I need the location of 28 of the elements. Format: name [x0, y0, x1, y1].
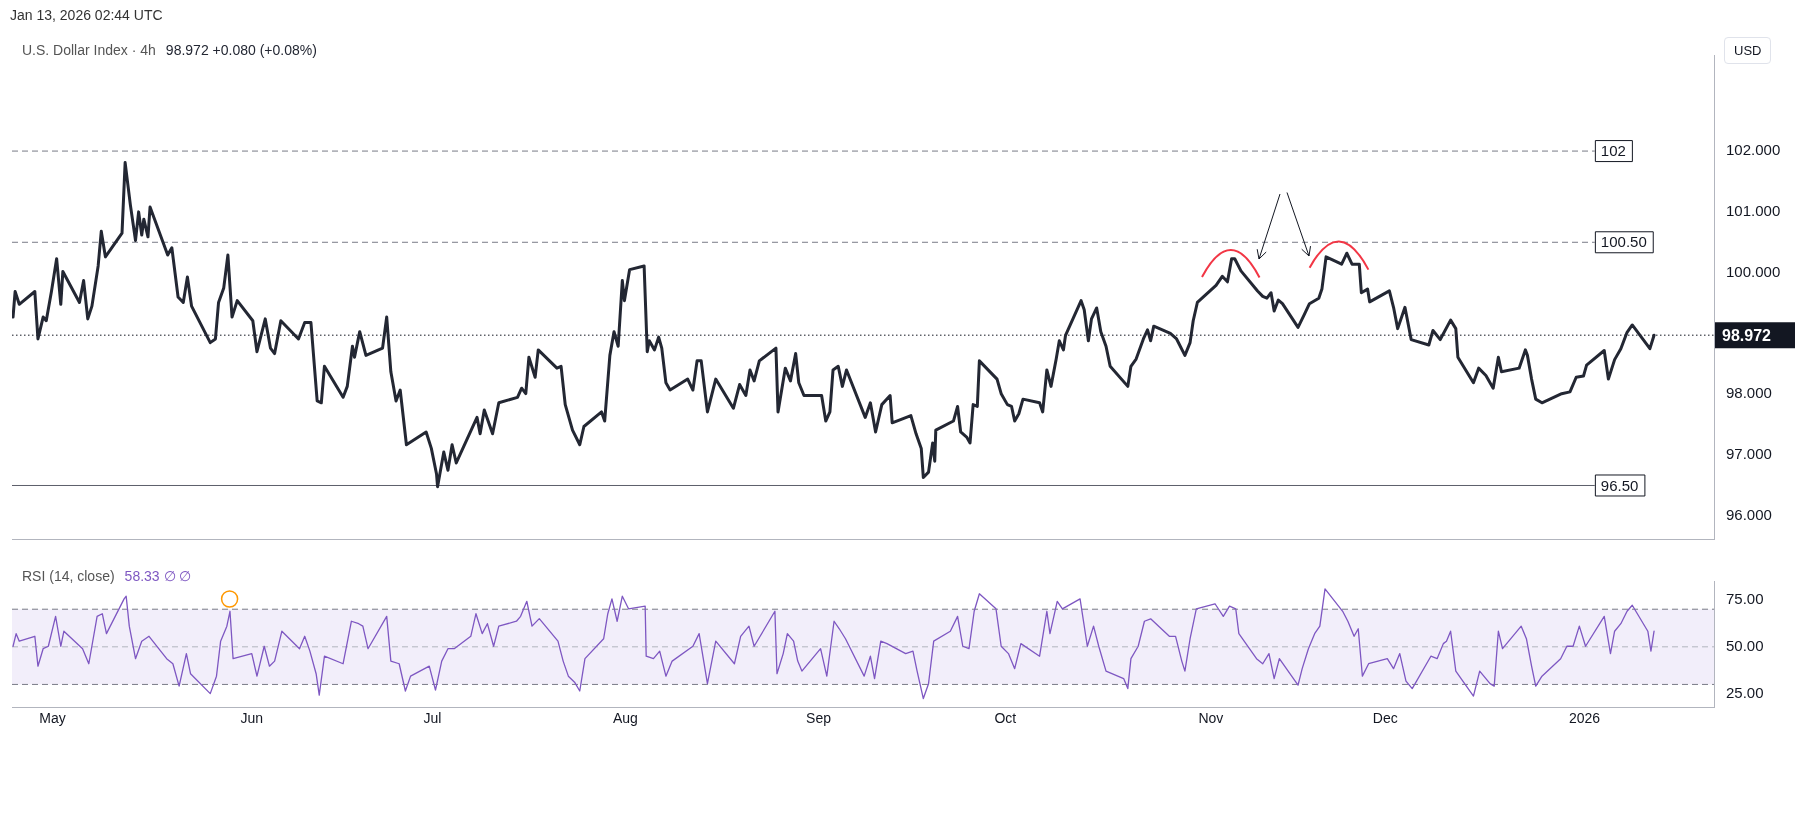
ref-line-label: 102 — [1600, 142, 1626, 160]
y-tick-label: 97.000 — [1726, 445, 1772, 463]
chart-subtitle: 58.33 ∅ ∅ — [124, 568, 192, 584]
x-tick-label: 2026 — [1568, 710, 1601, 727]
y-tick-label: 50.00 — [1726, 636, 1764, 654]
y-tick-label: 98.000 — [1726, 384, 1772, 402]
ref-line-label: 98.972 — [1722, 326, 1772, 344]
text: Jan 13, 2026 02:44 UTC — [10, 7, 163, 23]
x-tick-label: May — [39, 710, 66, 727]
chart-title: U.S. Dollar Index · 4h — [22, 42, 156, 58]
y-tick-label: 100.000 — [1726, 262, 1781, 280]
x-tick-label: Dec — [1372, 710, 1398, 727]
y-tick-label: 25.00 — [1726, 683, 1764, 701]
x-tick-label: Jun — [240, 710, 264, 727]
y-tick-label: 102.000 — [1726, 141, 1781, 159]
ref-line-label: 100.50 — [1600, 233, 1647, 251]
y-tick-label: 101.000 — [1726, 202, 1781, 220]
x-tick-label: Sep — [806, 710, 832, 727]
chart-subtitle: 98.972 +0.080 (+0.08%) — [165, 42, 317, 58]
y-tick-label: 96.000 — [1726, 506, 1772, 524]
y-axis-title: USD — [1724, 37, 1772, 64]
y-tick-label: 75.00 — [1726, 589, 1764, 607]
ref-line-label: 96.50 — [1600, 476, 1639, 494]
x-tick-label: Nov — [1198, 710, 1224, 727]
x-tick-label: Oct — [994, 710, 1017, 727]
x-tick-label: Aug — [612, 710, 638, 727]
x-tick-label: Jul — [423, 710, 442, 727]
chart-title: RSI (14, close) — [22, 568, 115, 584]
